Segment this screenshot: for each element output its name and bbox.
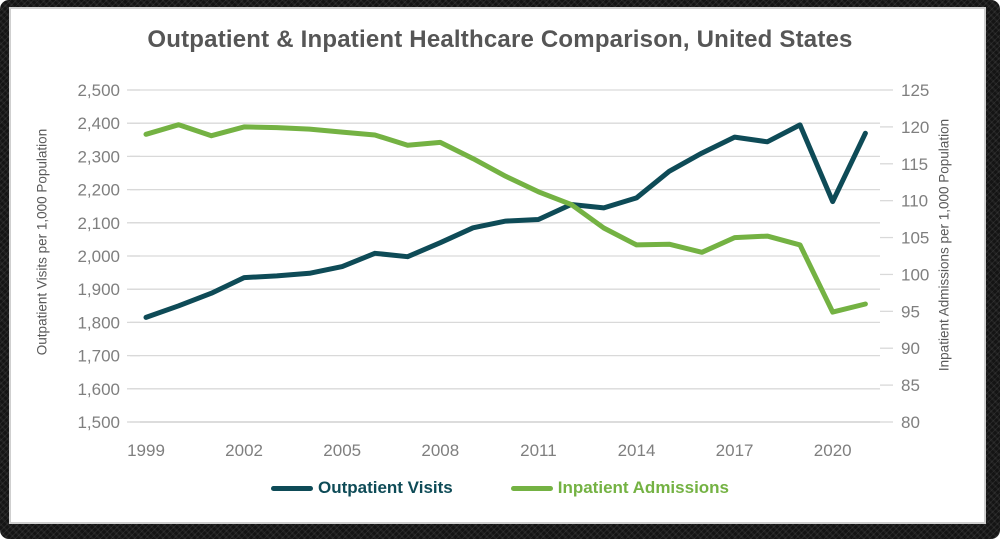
- y2-axis-tick-label: 125: [901, 81, 929, 100]
- legend-item-outpatient: Outpatient Visits: [270, 478, 453, 498]
- chart-legend: Outpatient Visits Inpatient Admissions: [0, 478, 1000, 498]
- legend-item-inpatient: Inpatient Admissions: [510, 478, 730, 498]
- inpatient-line-swatch: [510, 485, 553, 491]
- y2-axis-tick-label: 105: [901, 229, 929, 248]
- x-axis-tick-label: 2020: [814, 441, 852, 460]
- outpatient-line-swatch: [270, 485, 313, 491]
- y2-axis-tick-label: 80: [901, 413, 920, 432]
- y-axis-tick-label: 2,100: [77, 214, 120, 233]
- y-axis-tick-label: 2,200: [77, 181, 120, 200]
- legend-label-inpatient: Inpatient Admissions: [557, 478, 730, 497]
- x-axis-tick-label: 2005: [323, 441, 361, 460]
- y2-axis-tick-label: 120: [901, 118, 929, 137]
- x-axis-tick-label: 2011: [520, 441, 557, 460]
- y-axis-tick-label: 1,800: [77, 313, 120, 332]
- y2-axis-tick-label: 90: [901, 339, 920, 358]
- x-axis-tick-label: 2014: [618, 441, 656, 460]
- series-line-inpatient-admissions: [143, 122, 868, 315]
- series-line-outpatient-visits: [143, 122, 868, 320]
- y2-axis-tick-label: 100: [901, 265, 929, 284]
- y2-axis-tick-label: 110: [901, 192, 928, 211]
- x-axis-tick-label: 2002: [225, 441, 263, 460]
- y-axis-tick-label: 2,400: [77, 114, 120, 133]
- y-axis-tick-label: 2,000: [77, 247, 120, 266]
- left-axis-title: Outpatient Visits per 1,000 Population: [34, 128, 50, 356]
- y-axis-tick-label: 1,700: [77, 347, 120, 366]
- x-axis-tick-label: 2008: [421, 441, 459, 460]
- y-axis-tick-label: 2,300: [77, 147, 120, 166]
- y2-axis-tick-label: 85: [901, 376, 920, 395]
- y-axis-tick-label: 1,500: [77, 413, 120, 432]
- x-axis-tick-label: 1999: [127, 441, 165, 460]
- y-axis-tick-label: 1,600: [77, 380, 120, 399]
- right-axis-title: Inpatient Admissions per 1,000 Populatio…: [936, 118, 952, 372]
- y-axis-tick-label: 1,900: [77, 280, 120, 299]
- y2-axis-tick-label: 95: [901, 302, 920, 321]
- legend-label-outpatient: Outpatient Visits: [317, 478, 453, 497]
- x-axis-tick-label: 2017: [716, 441, 754, 460]
- y-axis-tick-label: 2,500: [77, 81, 120, 100]
- y2-axis-tick-label: 115: [901, 155, 928, 174]
- chart-card: [11, 9, 984, 522]
- chart-title: Outpatient & Inpatient Healthcare Compar…: [147, 26, 853, 53]
